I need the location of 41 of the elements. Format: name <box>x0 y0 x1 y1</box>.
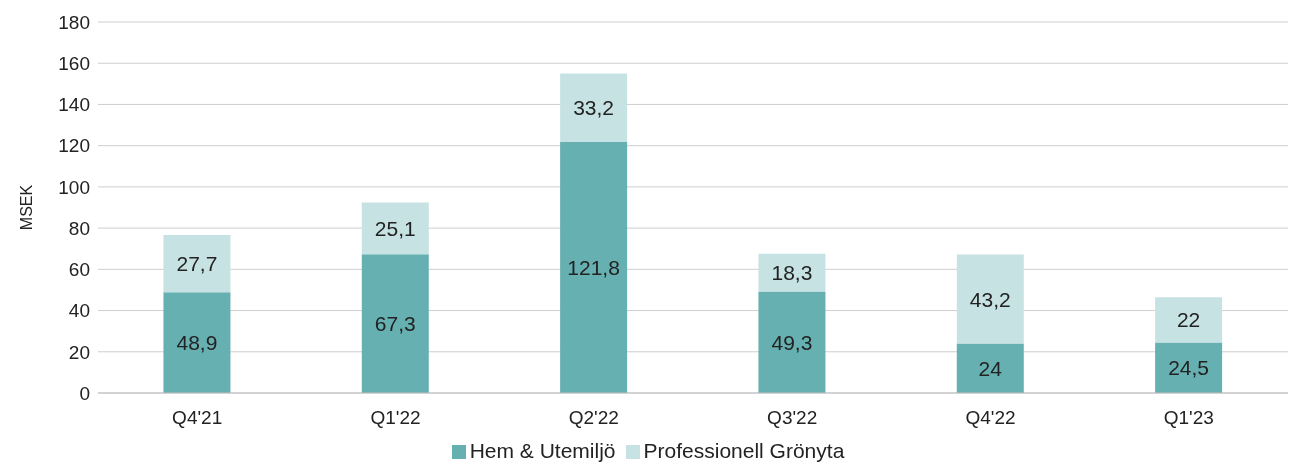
bar <box>361 254 429 393</box>
x-tick-label: Q1'23 <box>1163 407 1214 429</box>
y-tick-label: 120 <box>58 135 90 157</box>
data-label: 22 <box>1176 308 1201 332</box>
x-tick-label: Q2'22 <box>568 407 619 429</box>
legend-label: Hem & Utemiljö <box>469 439 616 462</box>
data-label: 18,3 <box>771 261 813 285</box>
data-label: 43,2 <box>969 287 1011 311</box>
y-tick-label: 60 <box>68 259 90 281</box>
legend-label: Professionell Grönyta <box>643 439 845 462</box>
bar <box>163 235 231 293</box>
bar <box>560 73 628 142</box>
x-tick-label: Q4'21 <box>172 407 223 429</box>
bar <box>163 292 231 393</box>
bar <box>361 202 429 255</box>
data-label: 24,5 <box>1168 356 1210 380</box>
data-label: 48,9 <box>176 331 218 355</box>
data-label: 49,3 <box>771 330 813 354</box>
data-label: 25,1 <box>374 216 416 240</box>
data-label: 24 <box>978 356 1003 380</box>
y-tick-label: 160 <box>58 52 90 74</box>
x-tick-label: Q3'22 <box>767 407 818 429</box>
y-tick-label: 40 <box>68 300 90 322</box>
y-tick-label: 80 <box>68 217 90 239</box>
bar <box>956 254 1024 344</box>
y-tick-label: 20 <box>68 341 90 363</box>
data-label: 33,2 <box>573 96 615 120</box>
y-tick-label: 100 <box>58 176 90 198</box>
y-tick-label: 180 <box>58 11 90 33</box>
y-tick-label: 0 <box>79 382 90 404</box>
bar <box>758 291 826 393</box>
bar <box>1155 297 1223 343</box>
data-label: 67,3 <box>374 312 416 336</box>
y-tick-label: 140 <box>58 94 90 116</box>
data-label: 27,7 <box>176 252 218 276</box>
bar <box>560 141 628 393</box>
x-tick-label: Q4'22 <box>965 407 1016 429</box>
x-tick-label: Q1'22 <box>370 407 421 429</box>
bar <box>956 343 1024 393</box>
data-label: 121,8 <box>567 255 620 279</box>
y-axis-title: MSEK <box>17 184 35 231</box>
